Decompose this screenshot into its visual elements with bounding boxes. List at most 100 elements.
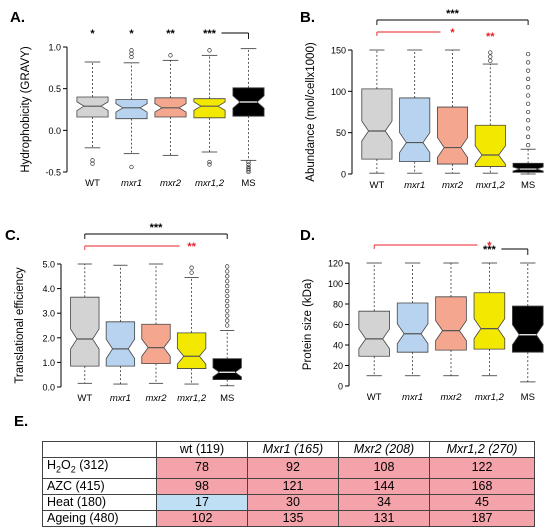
significance-label: *: [450, 27, 455, 39]
y-tick-label: 60: [333, 320, 343, 330]
table-cell: 102: [156, 509, 248, 527]
table-cell: 135: [247, 509, 339, 527]
box: [436, 106, 469, 165]
row-label: H2O2 (312): [42, 457, 157, 479]
outlier-point: [129, 48, 134, 53]
table-cell: 34: [338, 493, 430, 511]
outlier-point: [525, 142, 531, 148]
y-tick-label: 100: [331, 87, 346, 97]
y-axis-label: Hydrophobicity (GRAVY): [20, 46, 32, 172]
outlier-point: [525, 101, 531, 106]
row-label-part: H: [47, 458, 57, 472]
table-header-cell: Mxr1,2 (270): [429, 441, 535, 458]
outlier-point: [525, 118, 531, 123]
x-tick-label: WT: [370, 180, 385, 191]
y-tick-label: 80: [333, 300, 343, 310]
y-tick-label: 100: [328, 279, 343, 289]
y-tick-label: 1.0: [48, 43, 61, 53]
x-tick-label: mxr1: [404, 180, 425, 191]
box: [212, 358, 242, 381]
row-label-part: O: [61, 458, 71, 472]
panel-a: A. -0.5 0.0 0.5 1.0 Hydrophobicity (GRAVY) WT m…: [10, 9, 265, 189]
x-tick-label: WT: [77, 393, 92, 404]
box: [358, 310, 390, 357]
outlier-point: [225, 279, 230, 284]
y-tick-label: 5.0: [42, 260, 55, 270]
outlier-point: [246, 169, 251, 175]
outlier-point: [525, 134, 531, 139]
y-axis-label: Abundance (mol/cellx1000): [305, 42, 317, 182]
box: [399, 97, 431, 163]
table-header-cell: Mxr1 (165): [247, 441, 339, 458]
table-cell: 187: [429, 509, 535, 527]
y-tick-label: 0.0: [42, 383, 55, 393]
y-tick-label: 3.0: [42, 309, 55, 319]
outlier-point: [225, 313, 230, 318]
outlier-point: [525, 51, 531, 57]
outlier-point: [225, 318, 230, 323]
panel-c: C. 0.0 1.0 2.0 3.0 4.0 5.0 Translational effici…: [5, 222, 242, 404]
table-cell: 144: [338, 477, 430, 495]
significance-label: *: [487, 240, 492, 252]
outlier-point: [246, 162, 251, 167]
panel-letter: C.: [5, 227, 20, 244]
comparison-table: wt (119) Mxr1 (165) Mxr2 (208) Mxr1,2 (2…: [42, 441, 535, 527]
x-tick-label: mxr1: [121, 178, 142, 189]
significance-label: **: [187, 241, 196, 253]
outlier-point: [488, 54, 493, 59]
y-tick-label: 20: [333, 361, 343, 371]
row-label-part: (312): [75, 458, 109, 472]
row-label-part: 2: [70, 464, 76, 475]
outlier-point: [525, 60, 531, 65]
outlier-point: [207, 159, 212, 165]
table-cell: 17: [156, 493, 248, 511]
box: [512, 162, 544, 173]
y-tick-label: -0.5: [45, 168, 61, 178]
y-tick-label: 150: [331, 46, 346, 56]
table-header-cell: [42, 441, 157, 458]
box: [141, 323, 171, 365]
row-label-part: 2: [56, 464, 62, 475]
x-tick-label: WT: [85, 178, 100, 189]
outlier-point: [225, 269, 230, 274]
significance-label: *: [129, 28, 134, 40]
outlier-point: [525, 126, 531, 131]
panel-letter: A.: [10, 9, 25, 26]
x-tick-label: WT: [367, 392, 382, 403]
y-tick-label: 0.5: [48, 84, 61, 94]
x-tick-label: mxr1,2: [475, 392, 505, 403]
significance-label: ***: [150, 222, 164, 234]
panel-d: D. 0 20 40 60 80 100 120 Protein size (kDa) WT mxr…: [300, 227, 544, 403]
box: [512, 305, 544, 353]
significance-label: ***: [483, 244, 497, 256]
panel-label-e: E.: [14, 413, 28, 430]
box: [361, 88, 393, 160]
x-tick-label: mxr1: [402, 392, 423, 403]
significance-label: **: [166, 28, 175, 40]
table-row: Heat (180) 17 30 34 45: [42, 493, 535, 511]
significance-label: ***: [203, 28, 217, 40]
outlier-point: [525, 68, 531, 73]
x-tick-label: MS: [521, 180, 535, 191]
box: [176, 332, 207, 369]
box: [70, 296, 100, 367]
outlier-point: [225, 264, 230, 269]
x-tick-label: mxr1,2: [177, 393, 207, 404]
x-tick-label: mxr2: [160, 178, 182, 189]
y-tick-label: 0: [341, 170, 346, 180]
outlier-point: [488, 58, 493, 63]
y-tick-label: 0.0: [48, 126, 61, 136]
x-tick-label: mxr2: [442, 180, 464, 191]
outlier-point: [189, 265, 194, 270]
box: [473, 292, 506, 350]
boxplot-panels: A. -0.5 0.0 0.5 1.0 Hydrophobicity (GRAVY) WT m…: [5, 8, 544, 404]
outlier-point: [525, 109, 531, 115]
y-tick-label: 0: [338, 382, 343, 392]
table-cell: 121: [247, 477, 339, 495]
outlier-point: [525, 93, 531, 98]
significance-label: *: [90, 28, 95, 40]
panel-letter: D.: [300, 227, 315, 244]
significance-label: **: [486, 31, 495, 43]
table-cell: 131: [338, 509, 430, 527]
